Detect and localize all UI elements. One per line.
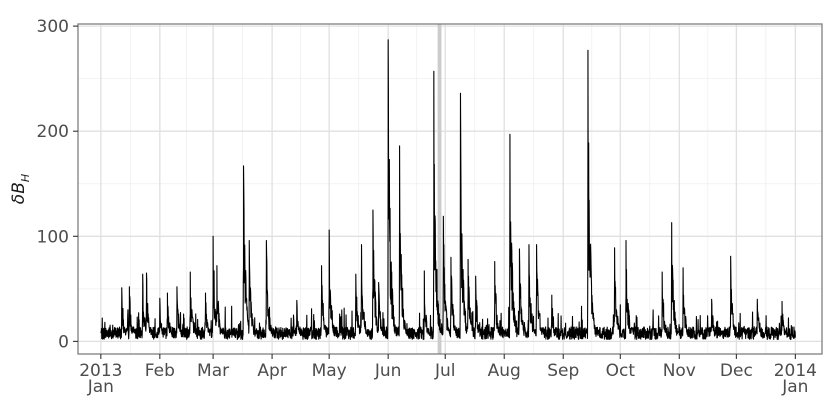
x-tick-label: Apr	[257, 361, 286, 381]
y-axis-ticks: 0 100 200 300	[37, 17, 78, 352]
y-axis-title: δBH	[9, 174, 32, 204]
x-tick-label: 2013	[79, 361, 122, 381]
series-db-h	[100, 39, 796, 341]
x-tick-label: Nov	[663, 361, 696, 381]
highlight-span	[437, 24, 442, 354]
x-tick-label: Oct	[606, 361, 636, 381]
y-tick-label: 100	[37, 227, 69, 247]
series-line	[100, 39, 796, 341]
x-tick-label: Aug	[488, 361, 521, 381]
x-tick-label: Jul	[434, 361, 456, 381]
x-tick-sublabel: Jan	[781, 377, 808, 397]
x-tick-label: Feb	[145, 361, 175, 381]
x-tick-label: 2014	[774, 361, 817, 381]
x-tick-label: Jun	[374, 361, 402, 381]
minor-gridlines	[78, 24, 822, 354]
highlight-band	[437, 24, 442, 354]
y-tick-label: 200	[37, 122, 69, 142]
x-tick-label: Mar	[197, 361, 229, 381]
y-tick-label: 0	[58, 332, 69, 352]
plot-panel-border	[77, 23, 823, 355]
x-tick-label: May	[312, 361, 347, 381]
x-tick-label: Dec	[720, 361, 753, 381]
y-tick-label: 300	[37, 17, 69, 37]
x-tick-sublabel: Jan	[87, 377, 114, 397]
major-gridlines	[78, 24, 822, 354]
x-tick-label: Sep	[547, 361, 579, 381]
